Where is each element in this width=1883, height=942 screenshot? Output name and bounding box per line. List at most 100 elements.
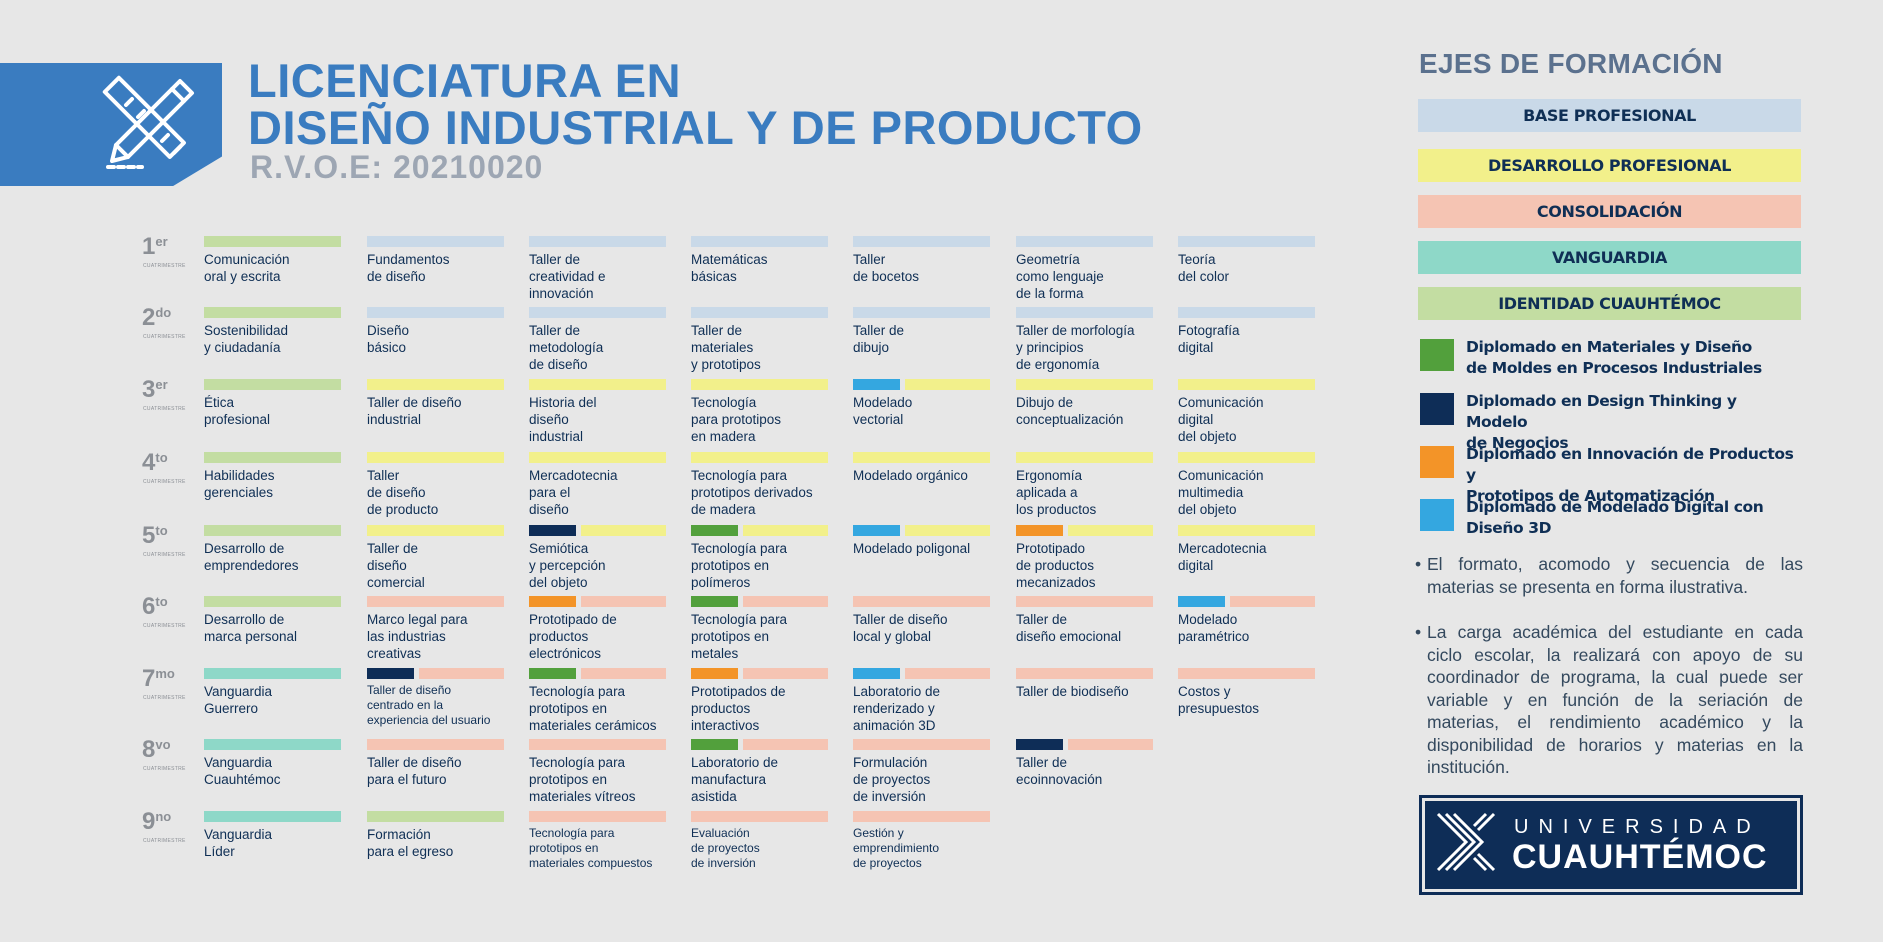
course-name: Taller de diseño emocional <box>1016 612 1122 644</box>
axis-legend-item: IDENTIDAD CUAUHTÉMOC <box>1418 287 1801 320</box>
course-name: Laboratorio de manufactura asistida <box>691 755 779 804</box>
course-name: Taller de diseño para el futuro <box>367 755 462 787</box>
term-suffix: to <box>155 594 168 609</box>
axis-bar <box>529 236 666 247</box>
course-name: Laboratorio de renderizado y animación 3… <box>853 684 941 733</box>
axis-bar <box>1178 452 1315 463</box>
university-emblem-icon <box>1436 812 1496 872</box>
axis-legend-item: BASE PROFESIONAL <box>1418 99 1801 132</box>
course-name: Prototipados de productos interactivos <box>691 684 786 733</box>
term-label: 2do CUATRIMESTRE <box>142 305 202 346</box>
axis-bar <box>529 307 666 318</box>
axis-bar <box>204 452 341 463</box>
note-bullet: • <box>1415 554 1422 574</box>
course-name: Tecnología para prototipos en polímeros <box>691 541 788 590</box>
term-caption: CUATRIMESTRE <box>143 766 186 772</box>
note-1-text: El formato, acomodo y secuencia de las m… <box>1427 554 1803 597</box>
axis-bar <box>204 668 341 679</box>
axis-bar <box>1016 236 1153 247</box>
course-name: Vanguardia Líder <box>204 827 273 859</box>
term-number: 1 <box>142 233 156 260</box>
term-caption: CUATRIMESTRE <box>143 623 186 629</box>
axis-legend-item: CONSOLIDACIÓN <box>1418 195 1801 228</box>
axis-bar <box>367 452 504 463</box>
pencil-ruler-icon <box>102 75 194 169</box>
term-label: 5to CUATRIMESTRE <box>142 523 202 564</box>
diplomado-marker <box>529 668 576 679</box>
course-name: Taller de diseño comercial <box>367 541 425 590</box>
diplomado-swatch <box>1420 393 1454 425</box>
course-name: Taller de diseño de producto <box>367 468 439 517</box>
axis-bar <box>367 307 504 318</box>
diplomado-marker <box>691 668 738 679</box>
diplomado-label: Diplomado en Innovación de Productos y P… <box>1466 445 1794 505</box>
program-logo <box>0 63 222 186</box>
course-name: Prototipado de productos mecanizados <box>1016 541 1096 590</box>
axis-bar <box>204 739 341 750</box>
axis-bar <box>853 452 990 463</box>
axis-bar <box>367 379 504 390</box>
term-label: 3er CUATRIMESTRE <box>142 377 202 418</box>
course-name: Taller de biodiseño <box>1016 684 1129 699</box>
course-name: Tecnología para prototipos en materiales… <box>529 755 636 804</box>
axis-bar <box>1178 596 1315 607</box>
axis-bar <box>853 739 990 750</box>
term-suffix: vo <box>155 737 171 752</box>
rvoe-code: R.V.O.E: 20210020 <box>250 149 544 185</box>
note-1: • El formato, acomodo y secuencia de las… <box>1415 553 1803 598</box>
diplomado-marker <box>853 379 900 390</box>
course-name: Tecnología para prototipos en materiales… <box>529 826 653 870</box>
axis-bar <box>1016 452 1153 463</box>
term-number: 8 <box>142 736 156 763</box>
diplomado-marker <box>853 525 900 536</box>
course-name: Marco legal para las industrias creativa… <box>367 612 468 661</box>
axis-bar <box>1178 668 1315 679</box>
axis-bar <box>1016 739 1153 750</box>
course-name: Mercadotecnia para el diseño <box>529 468 618 517</box>
axis-bar <box>1178 307 1315 318</box>
term-caption: CUATRIMESTRE <box>143 406 186 412</box>
axis-bar <box>367 668 504 679</box>
diplomado-swatch <box>1420 446 1454 478</box>
course-name: Costos y presupuestos <box>1178 684 1260 716</box>
course-name: Taller de dibujo <box>853 323 905 355</box>
axis-bar <box>529 668 666 679</box>
course-name: Taller de diseño local y global <box>853 612 948 644</box>
course-name: Taller de diseño industrial <box>367 395 462 427</box>
term-caption: CUATRIMESTRE <box>143 695 186 701</box>
term-suffix: do <box>155 305 172 320</box>
axis-bar <box>853 379 990 390</box>
axis-bar <box>204 811 341 822</box>
course-name: Tecnología para prototipos en materiales… <box>529 684 657 733</box>
axis-bar <box>691 739 828 750</box>
course-name: Ergonomía aplicada a los productos <box>1016 468 1097 517</box>
course-name: Evaluación de proyectos de inversión <box>691 826 760 870</box>
term-suffix: to <box>155 450 168 465</box>
axis-legend-item: VANGUARDIA <box>1418 241 1801 274</box>
diplomado-marker <box>367 668 414 679</box>
diplomado-marker <box>529 596 576 607</box>
term-number: 6 <box>142 593 156 620</box>
axis-bar <box>853 307 990 318</box>
axis-bar <box>204 379 341 390</box>
course-name: Teoría del color <box>1178 252 1230 284</box>
term-suffix: to <box>155 523 168 538</box>
axis-bar <box>691 811 828 822</box>
axis-bar <box>204 236 341 247</box>
legend-title: EJES DE FORMACIÓN <box>1419 48 1723 79</box>
course-name: Taller de creatividad e innovación <box>529 252 606 301</box>
diplomado-marker <box>853 668 900 679</box>
course-name: Taller de ecoinnovación <box>1016 755 1103 787</box>
course-name: Desarrollo de emprendedores <box>204 541 299 573</box>
term-label: 8vo CUATRIMESTRE <box>142 736 202 778</box>
term-number: 4 <box>142 449 156 476</box>
term-caption: CUATRIMESTRE <box>143 334 186 340</box>
axis-bar <box>367 236 504 247</box>
course-name: Sostenibilidad y ciudadanía <box>204 323 289 355</box>
diplomado-label: Diplomado en Design Thinking y Modelo de… <box>1466 392 1737 452</box>
course-name: Taller de metodología de diseño <box>529 323 604 372</box>
axis-bar <box>691 236 828 247</box>
diplomado-marker <box>691 596 738 607</box>
term-label: 6to CUATRIMESTRE <box>142 593 202 635</box>
term-label: 1er CUATRIMESTRE <box>142 233 202 275</box>
